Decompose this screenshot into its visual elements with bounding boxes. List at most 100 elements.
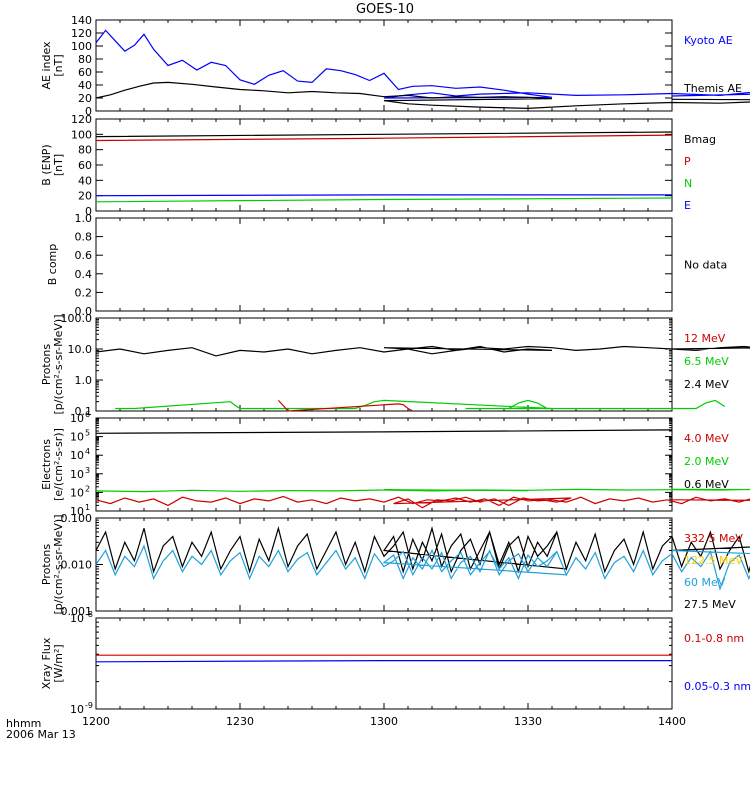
y-tick-label: 10 <box>70 703 84 716</box>
legend-entry: Kyoto AE <box>684 34 733 47</box>
legend-entry: No data <box>684 259 727 272</box>
y-axis-label: Electrons <box>40 439 53 490</box>
y-axis-label: [W/m²] <box>52 644 65 682</box>
y-tick-label: 0.2 <box>75 286 93 299</box>
series-line-27-5-mev <box>95 526 750 574</box>
y-tick-label: 80 <box>78 53 92 66</box>
legend-entry: 2.0 MeV <box>684 455 729 468</box>
series-line-n <box>95 197 673 203</box>
y-tick-label: 60 <box>78 66 92 79</box>
y-tick-exponent: 2 <box>85 484 90 493</box>
legend-entry: 60 MeV <box>684 576 726 589</box>
y-tick-label: 10 <box>70 486 84 499</box>
panel-frame <box>95 517 673 612</box>
series-line-0-05-0-3-nm <box>95 659 672 663</box>
series-line-0-6-mev <box>95 429 673 434</box>
y-tick-label: 10 <box>70 612 84 625</box>
legend-entry: 332.5 MeV <box>684 532 743 545</box>
y-tick-label: 40 <box>78 174 92 187</box>
y-tick-label: 120 <box>71 27 92 40</box>
x-tick-label: 1200 <box>82 715 110 728</box>
y-tick-label: 1.0 <box>75 212 93 225</box>
y-tick-label: 120 <box>71 113 92 126</box>
y-tick-label: 0.8 <box>75 231 93 244</box>
x-tick-label: 1230 <box>226 715 254 728</box>
y-tick-exponent: 4 <box>85 447 90 456</box>
y-tick-label: 10 <box>70 431 84 444</box>
y-tick-label: 100 <box>71 128 92 141</box>
y-tick-label: 0.6 <box>75 249 93 262</box>
y-tick-exponent: 1 <box>85 503 90 512</box>
panel-protons_high: 0.001 0.010 0.100 Protons [p/(cm²-s-sr-MeV)]… <box>40 512 750 618</box>
legend-entry: Themis AE <box>683 82 742 95</box>
series-line-2-0-mev <box>95 488 750 493</box>
y-axis-label: AE index <box>40 41 53 90</box>
y-axis-label: B (ENP) <box>40 144 53 185</box>
legend-entry: 6.5 MeV <box>684 355 729 368</box>
legend-entry: Bmag <box>684 133 716 146</box>
series-line-4-0-mev <box>95 495 750 509</box>
y-tick-label: 100 <box>71 40 92 53</box>
y-tick-label: 20 <box>78 190 92 203</box>
y-tick-label: 10 <box>70 449 84 462</box>
y-axis-label: [e/(cm²-s-sr)] <box>52 428 65 501</box>
y-tick-label: 20 <box>78 92 92 105</box>
y-tick-label: 10.0 <box>68 343 93 356</box>
y-tick-label: 0.4 <box>75 268 93 281</box>
y-tick-label: 0.010 <box>61 559 93 572</box>
series-line-bmag <box>95 131 673 138</box>
x-tick-label: 1400 <box>658 715 686 728</box>
y-axis-label: [p/(cm²-s-sr-MeV)] <box>52 315 65 415</box>
y-axis-label: [nT] <box>52 154 65 176</box>
x-tick-label: 1300 <box>370 715 398 728</box>
y-axis-label: Protons <box>40 544 53 585</box>
legend-entry: 0.05-0.3 nm <box>684 680 750 693</box>
series-line-12-mev <box>277 399 414 412</box>
y-axis-label: [p/(cm²-s-sr-MeV)] <box>52 515 65 615</box>
panel-frame <box>95 617 673 710</box>
legend-entry: P <box>684 155 691 168</box>
panel-protons_low: 0.1 1.0 10.0 100.0 Protons [p/(cm²-s-sr-MeV)]… <box>40 312 750 418</box>
legend-entry: E <box>684 199 691 212</box>
legend-entry: 4.0 MeV <box>684 432 729 445</box>
y-tick-label: 80 <box>78 144 92 157</box>
y-tick-label: 1.0 <box>75 374 93 387</box>
y-tick-label: 10 <box>70 412 84 425</box>
chart-title: GOES-10 <box>356 2 414 17</box>
legend-entry: 0.1-0.8 nm <box>684 632 744 645</box>
y-tick-label: 0.100 <box>61 512 93 525</box>
footer-date-label: 2006 Mar 13 <box>6 728 76 741</box>
series-line-6-5-mev <box>115 399 726 410</box>
legend-entry: 0.6 MeV <box>684 478 729 491</box>
y-tick-label: 0 <box>85 105 92 118</box>
y-tick-label: 100.0 <box>61 312 93 325</box>
y-tick-label: 140 <box>71 14 92 27</box>
legend-entry: 27.5 MeV <box>684 598 736 611</box>
y-tick-label: 0.0 <box>75 305 93 318</box>
y-tick-exponent: 6 <box>85 410 90 419</box>
y-axis-label: B comp <box>46 244 59 286</box>
legend-entry: 122.5 MeV <box>684 554 743 567</box>
y-axis-label: Xray Flux <box>40 637 53 689</box>
series-line-60-mev <box>95 544 750 591</box>
panel-frame <box>95 217 673 312</box>
y-axis-label: [nT] <box>52 54 65 76</box>
panel-bfield: 0 20 40 60 80 100 120 B (ENP) [nT] Bmag PNE <box>40 113 716 218</box>
panel-bcomp: 0.0 0.2 0.4 0.6 0.8 1.0 B comp No data <box>46 212 727 318</box>
y-tick-exponent: -9 <box>85 701 93 710</box>
y-tick-label: 60 <box>78 159 92 172</box>
panel-frame <box>95 19 673 112</box>
series-line-e <box>95 194 672 197</box>
y-tick-label: 0.001 <box>61 605 93 618</box>
y-tick-exponent: 3 <box>85 466 90 475</box>
y-axis-label: Protons <box>40 344 53 385</box>
y-tick-label: 40 <box>78 79 92 92</box>
legend-entry: 12 MeV <box>684 332 726 345</box>
y-tick-exponent: 5 <box>85 429 90 438</box>
series-line-p <box>95 134 673 142</box>
